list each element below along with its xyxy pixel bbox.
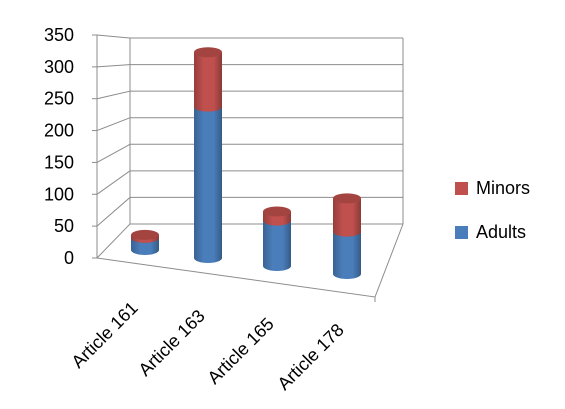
- y-tick-label: 150: [44, 152, 74, 172]
- bar-body: [194, 106, 222, 263]
- gridline: [96, 34, 403, 39]
- axes: [96, 35, 404, 302]
- bar-stack: [194, 47, 222, 263]
- bar-body: [333, 198, 361, 237]
- bar-segment-minors: [131, 229, 159, 243]
- y-tick-label: 50: [54, 216, 74, 236]
- legend-item: Adults: [455, 222, 526, 242]
- gridline: [96, 90, 403, 100]
- y-axis-ticks: 0 50 100 150 200 250 300 350: [44, 25, 97, 268]
- bar-cap: [131, 229, 159, 240]
- x-tick-label: Article 161: [68, 298, 142, 372]
- bar-cap: [263, 206, 291, 217]
- legend: Minors Adults: [455, 178, 530, 242]
- legend-swatch: [455, 182, 468, 195]
- bar-body: [333, 231, 361, 279]
- y-tick-label: 300: [44, 57, 74, 77]
- bar-cap: [194, 47, 222, 58]
- bar-stack: [131, 229, 159, 255]
- bar-segment-minors: [333, 193, 361, 237]
- y-tick-label: 350: [44, 25, 74, 45]
- bar-segment-minors: [263, 206, 291, 226]
- y-tick-label: 0: [64, 248, 74, 268]
- bar-segment-adults: [194, 101, 222, 263]
- x-tick-label: Article 165: [204, 314, 278, 388]
- gridline: [96, 170, 403, 195]
- gridline: [96, 117, 403, 132]
- gridline: [96, 143, 403, 163]
- bar-body: [263, 220, 291, 271]
- bar-cap: [333, 193, 361, 204]
- legend-label: Minors: [476, 178, 530, 198]
- bar-stack: [333, 193, 361, 279]
- bar-stack: [263, 206, 291, 271]
- gridline: [96, 64, 403, 68]
- legend-swatch: [455, 226, 468, 239]
- y-tick-label: 250: [44, 89, 74, 109]
- bar-segment-minors: [194, 47, 222, 112]
- x-tick-label: Article 178: [274, 320, 348, 394]
- bar-body: [194, 52, 222, 112]
- y-tick-label: 100: [44, 184, 74, 204]
- legend-label: Adults: [476, 222, 526, 242]
- x-tick-label: Article 163: [135, 306, 209, 380]
- legend-item: Minors: [455, 178, 530, 198]
- bars: [131, 47, 361, 279]
- y-tick-label: 200: [44, 121, 74, 141]
